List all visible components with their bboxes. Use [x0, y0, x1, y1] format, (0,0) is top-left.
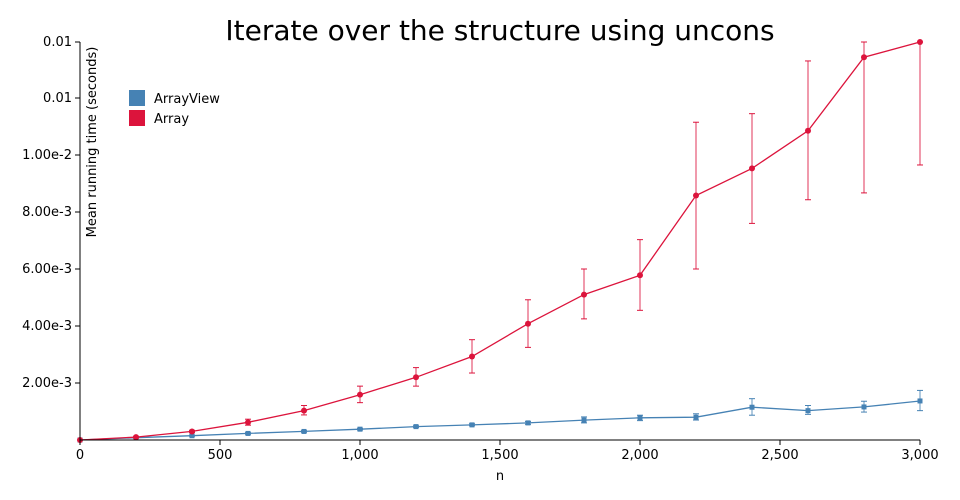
data-point — [917, 398, 923, 404]
x-tick-label: 2,500 — [761, 448, 798, 463]
y-axis-title: Mean running time (seconds) — [85, 47, 100, 238]
x-tick-label: 1,500 — [481, 448, 518, 463]
data-point — [189, 433, 195, 439]
legend-swatch — [129, 110, 145, 126]
chart-title: Iterate over the structure using uncons — [225, 14, 774, 47]
y-tick-label: 8.00e-3 — [22, 205, 72, 220]
data-point — [245, 430, 251, 436]
data-point — [133, 434, 139, 441]
plot-area — [77, 39, 923, 443]
legend: ArrayView Array — [129, 90, 220, 127]
data-point — [413, 424, 419, 430]
y-tick-label: 0.01 — [43, 91, 72, 106]
y-tick-label: 2.00e-3 — [22, 376, 72, 391]
data-point — [357, 391, 363, 398]
y-ticks: 2.00e-3 4.00e-3 6.00e-3 8.00e-3 1.00e-2 0.01 0… — [22, 35, 80, 391]
data-point — [469, 353, 475, 360]
data-point — [917, 39, 923, 45]
series-array — [77, 39, 923, 443]
x-tick-label: 1,000 — [341, 448, 378, 463]
data-point — [525, 320, 531, 327]
x-axis-title: n — [496, 469, 504, 484]
data-point — [693, 192, 699, 199]
data-point — [525, 420, 531, 426]
data-point — [749, 404, 755, 410]
data-point — [469, 422, 475, 428]
y-tick-label: 1.00e-2 — [22, 148, 72, 163]
data-point — [749, 165, 755, 172]
legend-swatch — [129, 90, 145, 106]
x-tick-label: 3,000 — [901, 448, 938, 463]
data-point — [637, 272, 643, 279]
data-point — [581, 417, 587, 423]
y-tick-label: 4.00e-3 — [22, 319, 72, 334]
y-tick-label: 0.01 — [43, 35, 72, 50]
data-point — [637, 415, 643, 421]
y-tick-label: 6.00e-3 — [22, 262, 72, 277]
data-point — [189, 428, 195, 435]
data-point — [861, 54, 867, 61]
data-point — [301, 428, 307, 434]
legend-label: Array — [154, 112, 189, 127]
data-point — [805, 408, 811, 414]
data-point — [245, 419, 251, 426]
data-point — [413, 374, 419, 381]
x-tick-label: 2,000 — [621, 448, 658, 463]
data-point — [693, 414, 699, 420]
series-arrayview — [77, 389, 923, 443]
x-tick-label: 500 — [208, 448, 233, 463]
x-ticks: 0 500 1,000 1,500 2,000 2,500 3,000 — [76, 440, 939, 463]
series-line — [79, 41, 921, 441]
series-line — [79, 400, 921, 441]
data-point — [581, 291, 587, 298]
x-tick-label: 0 — [76, 448, 84, 463]
data-point — [861, 404, 867, 410]
legend-label: ArrayView — [154, 92, 220, 107]
data-point — [357, 426, 363, 432]
data-point — [301, 407, 307, 414]
data-point — [805, 127, 811, 134]
